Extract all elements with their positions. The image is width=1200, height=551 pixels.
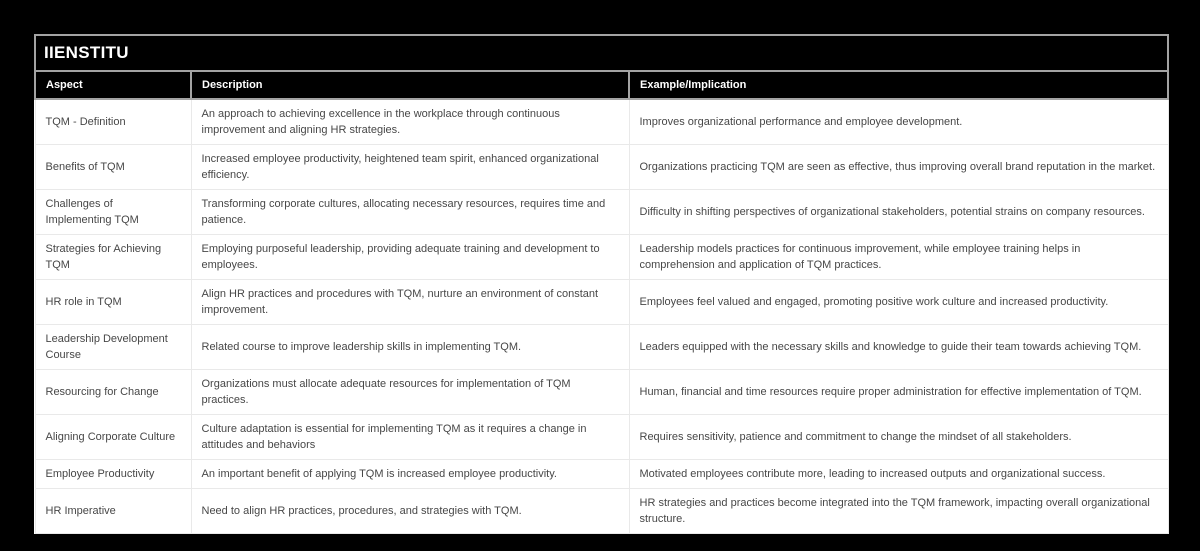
example-cell: Leadership models practices for continuo… [628, 234, 1169, 280]
tqm-comparison-table: IIENSTITU Aspect Description Example/Imp… [33, 34, 1170, 534]
table-row: TQM - Definition An approach to achievin… [34, 98, 1169, 145]
example-cell: Organizations practicing TQM are seen as… [628, 144, 1169, 190]
aspect-cell: Strategies for Achieving TQM [34, 234, 192, 280]
description-cell: An important benefit of applying TQM is … [190, 459, 630, 489]
example-cell: Leaders equipped with the necessary skil… [628, 324, 1169, 370]
aspect-cell: Challenges of Implementing TQM [34, 189, 192, 235]
table-row: Resourcing for Change Organizations must… [34, 369, 1169, 415]
description-cell: Organizations must allocate adequate res… [190, 369, 630, 415]
table-body: TQM - Definition An approach to achievin… [34, 98, 1169, 534]
aspect-cell: Resourcing for Change [34, 369, 192, 415]
table-row: HR role in TQM Align HR practices and pr… [34, 279, 1169, 325]
table-row: Leadership Development Course Related co… [34, 324, 1169, 370]
brand-title: IIENSTITU [33, 34, 1170, 72]
column-header-row: Aspect Description Example/Implication [34, 70, 1170, 100]
aspect-cell: Leadership Development Course [34, 324, 192, 370]
description-cell: Align HR practices and procedures with T… [190, 279, 630, 325]
example-cell: Employees feel valued and engaged, promo… [628, 279, 1169, 325]
description-cell: Employing purposeful leadership, providi… [190, 234, 630, 280]
description-cell: Transforming corporate cultures, allocat… [190, 189, 630, 235]
example-cell: Requires sensitivity, patience and commi… [628, 414, 1169, 460]
tqm-table: IIENSTITU Aspect Description Example/Imp… [33, 34, 1170, 534]
column-header-aspect: Aspect [34, 70, 192, 100]
table-row: Employee Productivity An important benef… [34, 459, 1169, 489]
table-row: Strategies for Achieving TQM Employing p… [34, 234, 1169, 280]
table-row: Aligning Corporate Culture Culture adapt… [34, 414, 1169, 460]
aspect-cell: HR Imperative [34, 488, 192, 534]
aspect-cell: Benefits of TQM [34, 144, 192, 190]
example-cell: HR strategies and practices become integ… [628, 488, 1169, 534]
example-cell: Motivated employees contribute more, lea… [628, 459, 1169, 489]
description-cell: Related course to improve leadership ski… [190, 324, 630, 370]
example-cell: Human, financial and time resources requ… [628, 369, 1169, 415]
example-cell: Improves organizational performance and … [628, 98, 1169, 145]
aspect-cell: TQM - Definition [34, 98, 192, 145]
aspect-cell: HR role in TQM [34, 279, 192, 325]
aspect-cell: Employee Productivity [34, 459, 192, 489]
aspect-cell: Aligning Corporate Culture [34, 414, 192, 460]
description-cell: An approach to achieving excellence in t… [190, 98, 630, 145]
description-cell: Culture adaptation is essential for impl… [190, 414, 630, 460]
example-cell: Difficulty in shifting perspectives of o… [628, 189, 1169, 235]
description-cell: Increased employee productivity, heighte… [190, 144, 630, 190]
table-row: HR Imperative Need to align HR practices… [34, 488, 1169, 534]
description-cell: Need to align HR practices, procedures, … [190, 488, 630, 534]
column-header-description: Description [190, 70, 630, 100]
table-row: Challenges of Implementing TQM Transform… [34, 189, 1169, 235]
column-header-example-implication: Example/Implication [627, 70, 1170, 100]
brand-row: IIENSTITU [33, 34, 1170, 72]
table-row: Benefits of TQM Increased employee produ… [34, 144, 1169, 190]
